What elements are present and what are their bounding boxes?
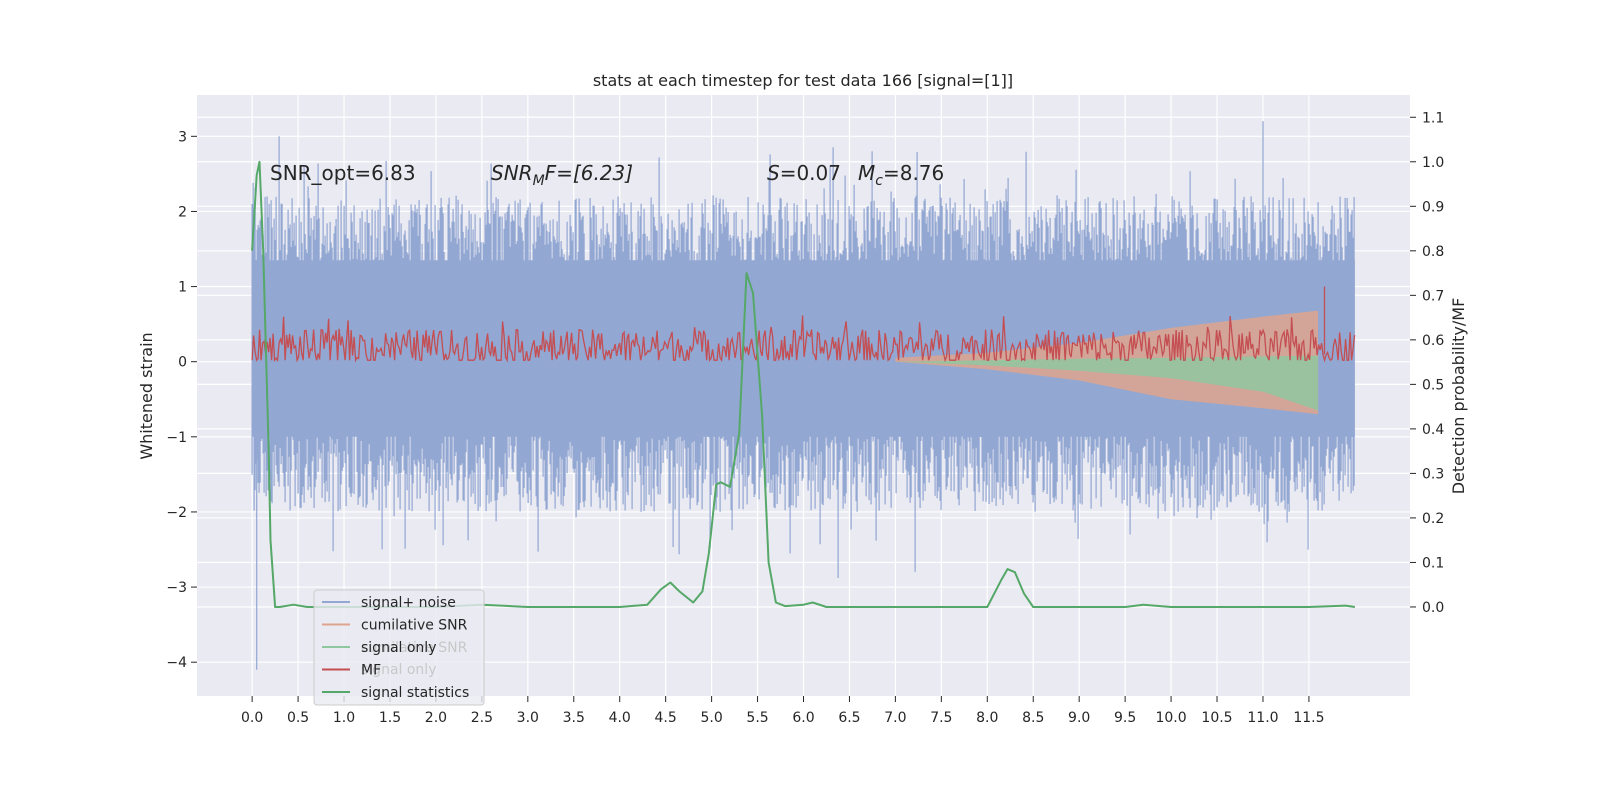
x-tick-label: 5.0 [700, 710, 722, 726]
x-tick-label: 4.0 [609, 710, 631, 726]
y-right-tick-label: 0.7 [1422, 288, 1444, 304]
annotation-snr-mf: SNRMF=[6.23] [491, 161, 633, 189]
y-axis-right-ticks: 0.0 0.1 0.2 0.3 0.4 0.5 0.6 0.7 0.8 0.9 1.0 1.1 [1410, 110, 1444, 616]
x-tick-label: 3.5 [563, 710, 585, 726]
mf-trace [251, 286, 1356, 363]
annotation-mc-sub: c [875, 173, 883, 189]
x-tick-label: 9.5 [1114, 710, 1136, 726]
legend-label: MF [361, 663, 381, 679]
series-mf [251, 286, 1356, 363]
x-tick-label: 4.5 [655, 710, 677, 726]
x-tick-label: 3.0 [517, 710, 539, 726]
annotation-mc-tail: =8.76 [883, 161, 944, 185]
annotation-s-main: S [767, 161, 780, 185]
x-tick-label: 11.0 [1247, 710, 1278, 726]
legend-box [313, 589, 485, 706]
x-tick-label: 6.5 [838, 710, 860, 726]
legend-ghost-2: signal only [361, 662, 436, 678]
annotation-s: S=0.07 [767, 161, 841, 185]
y-left-tick-label: 1 [178, 280, 187, 296]
x-tick-label: 5.5 [746, 710, 768, 726]
x-tick-label: 7.0 [884, 710, 906, 726]
x-tick-label: 8.0 [976, 710, 998, 726]
legend-label: signal+ noise [361, 595, 456, 611]
y-left-tick-label: −3 [166, 580, 187, 596]
y-right-tick-label: 0.6 [1422, 333, 1444, 349]
y-right-tick-label: 0.5 [1422, 377, 1444, 393]
series-signal-statistics [251, 160, 1356, 608]
y-right-tick-label: 0.3 [1422, 466, 1444, 482]
y-axis-left-label: Whitened strain [137, 332, 156, 459]
y-left-tick-label: 0 [178, 355, 187, 371]
y-left-tick-label: −1 [166, 430, 187, 446]
y-right-tick-label: 0.9 [1422, 199, 1444, 215]
annotation-snr-mf-main: SNR [491, 161, 533, 185]
y-right-tick-label: 1.0 [1422, 155, 1444, 171]
x-tick-label: 1.0 [333, 710, 355, 726]
y-right-tick-label: 0.2 [1422, 511, 1444, 527]
x-tick-label: 8.5 [1022, 710, 1044, 726]
legend-label: signal statistics [361, 685, 469, 701]
y-right-tick-label: 1.1 [1422, 110, 1444, 126]
x-tick-label: 2.5 [471, 710, 493, 726]
y-axis-right-label: Detection probability/MF [1449, 298, 1468, 495]
series-signal-only [895, 355, 1319, 411]
legend-ghost-1: cumilative SNR [361, 640, 468, 656]
y-axis-left-ticks: −4 −3 −2 −1 0 1 2 3 [166, 129, 197, 671]
y-right-tick-label: 0.4 [1422, 422, 1444, 438]
series-sigonly-band [895, 355, 1319, 411]
y-right-tick-label: 0.8 [1422, 244, 1444, 260]
x-tick-label: 2.0 [425, 710, 447, 726]
legend-label: signal only [361, 640, 436, 656]
legend: cumilative SNR signal only signal+ noise… [313, 589, 485, 706]
y-right-tick-label: 0.1 [1422, 555, 1444, 571]
annotation-snr-mf-tail: F=[6.23] [545, 161, 633, 185]
signal-statistics-line [251, 160, 1356, 608]
y-right-tick-label: 0.0 [1422, 600, 1444, 616]
x-tick-label: 10.5 [1201, 710, 1232, 726]
x-tick-label: 11.5 [1293, 710, 1324, 726]
annotation-snr-opt: SNR_opt=6.83 [270, 161, 416, 185]
y-left-tick-label: −2 [166, 505, 187, 521]
annotation-snr-mf-sub: M [533, 173, 545, 189]
annotations: SNR_opt=6.83 SNRMF=[6.23] S=0.07 Mc=8.76 [270, 161, 944, 189]
x-tick-label: 0.0 [241, 710, 263, 726]
annotation-mc-main: M [858, 161, 875, 185]
y-left-tick-label: 3 [178, 129, 187, 145]
x-tick-label: 6.0 [792, 710, 814, 726]
x-tick-label: 1.5 [379, 710, 401, 726]
x-tick-label: 0.5 [287, 710, 309, 726]
x-axis-ticks: 0.0 0.5 1.0 1.5 2.0 2.5 3.0 3.5 4.0 4.5 5.0 5.5 6.0 6… [241, 696, 1325, 726]
annotation-s-tail: =0.07 [780, 161, 841, 185]
x-tick-label: 9.0 [1068, 710, 1090, 726]
x-tick-label: 7.5 [930, 710, 952, 726]
chart-title: stats at each timestep for test data 166… [593, 71, 1013, 90]
y-left-tick-label: −4 [166, 655, 187, 671]
x-tick-label: 10.0 [1155, 710, 1186, 726]
legend-label: cumilative SNR [361, 618, 468, 634]
annotation-mc: Mc=8.76 [858, 161, 944, 189]
y-left-tick-label: 2 [178, 204, 187, 220]
